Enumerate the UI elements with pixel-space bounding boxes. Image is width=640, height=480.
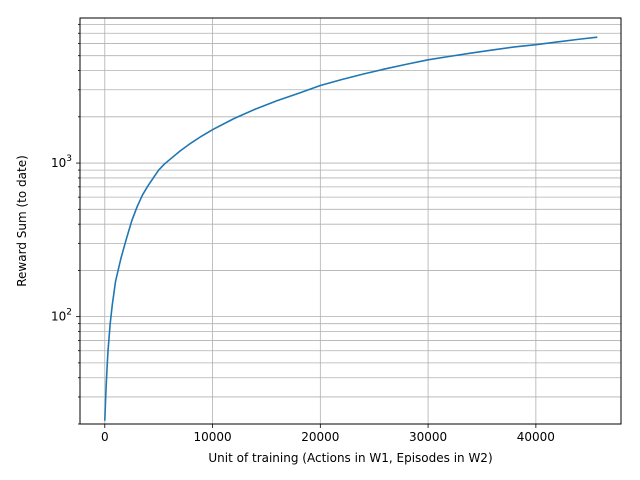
plot-frame [79, 17, 622, 425]
x-tick-label: 0 [101, 430, 109, 444]
x-tick-label: 30000 [409, 430, 447, 444]
x-axis-label: Unit of training (Actions in W1, Episode… [208, 451, 492, 465]
data-layer [103, 36, 598, 421]
series-line [103, 36, 598, 421]
y-axis-label: Reward Sum (to date) [15, 155, 29, 287]
y-tick-label: 102 [51, 308, 72, 324]
x-tick-label: 40000 [517, 430, 555, 444]
tick-layer: 0 10000 20000 30000 40000 102 103 [51, 23, 555, 444]
x-tick-label: 20000 [301, 430, 339, 444]
x-tick-label: 10000 [193, 430, 231, 444]
y-tick-label: 103 [51, 154, 72, 170]
